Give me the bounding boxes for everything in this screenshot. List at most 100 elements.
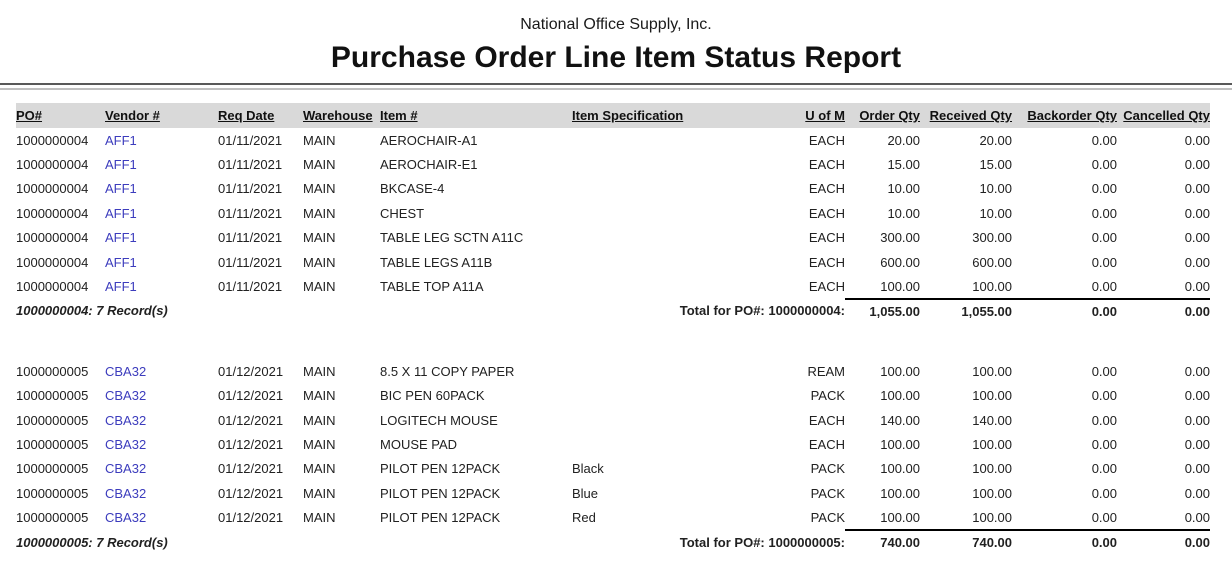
table-row: 1000000004 AFF1 01/11/2021 MAIN AEROCHAI… [16,152,1210,176]
item-spec-cell [572,201,774,225]
vendor-link[interactable]: CBA32 [105,412,147,428]
warehouse-cell: MAIN [303,230,336,246]
item-spec-cell [572,250,774,274]
uom-cell: PACK [810,461,845,477]
req-date-cell: 01/12/2021 [218,485,284,501]
uom-cell: EACH [808,412,845,428]
po-number-cell: 1000000005 [16,461,89,477]
table-row: 1000000005 CBA32 01/12/2021 MAIN PILOT P… [16,457,1210,481]
order-qty-cell: 15.00 [887,157,920,173]
po-number-cell: 1000000004 [16,279,89,295]
table-row: 1000000005 CBA32 01/12/2021 MAIN LOGITEC… [16,408,1210,432]
vendor-cell: AFF1 [105,201,218,225]
order-qty-cell: 20.00 [887,132,920,148]
item-number-cell: LOGITECH MOUSE [380,412,498,428]
col-header-backorder-qty: Backorder Qty [1027,108,1117,123]
warehouse-cell: MAIN [303,510,336,526]
total-backorder-qty: 0.00 [1012,528,1117,555]
table-row: 1000000004 AFF1 01/11/2021 MAIN BKCASE-4… [16,177,1210,201]
backorder-qty-cell: 0.00 [1091,254,1117,270]
backorder-qty-cell: 0.00 [1091,509,1117,525]
uom-cell: PACK [810,485,845,501]
uom-cell: PACK [810,388,845,404]
item-number-cell: BKCASE-4 [380,181,445,197]
po-number-cell: 1000000004 [16,181,89,197]
received-qty-cell: 600.00 [972,254,1012,270]
received-qty-cell: 100.00 [972,461,1012,477]
vendor-link[interactable]: AFF1 [105,157,137,173]
item-number-cell: PILOT PEN 12PACK [380,485,501,501]
vendor-link[interactable]: AFF1 [105,230,137,246]
vendor-link[interactable]: CBA32 [105,436,147,452]
vendor-link[interactable]: AFF1 [105,181,137,197]
item-spec-cell [572,408,774,432]
req-date-cell: 01/12/2021 [218,363,284,379]
order-qty-cell: 100.00 [880,278,920,294]
po-number-cell: 1000000005 [16,510,89,526]
req-date-cell: 01/12/2021 [218,412,284,428]
order-qty-cell: 100.00 [880,363,920,379]
col-header-vendor: Vendor # [105,108,160,123]
vendor-cell: AFF1 [105,226,218,250]
vendor-link[interactable]: AFF1 [105,279,137,295]
order-qty-cell: 100.00 [880,388,920,404]
title-divider [0,83,1232,90]
total-received-qty: 740.00 [920,528,1012,555]
item-number-cell: AEROCHAIR-E1 [380,157,478,173]
item-spec-cell: Red [572,510,596,526]
cancelled-qty-cell: 0.00 [1184,230,1210,246]
received-qty-cell: 10.00 [979,181,1012,197]
item-spec-cell [572,359,774,383]
vendor-link[interactable]: CBA32 [105,510,147,526]
uom-cell: EACH [808,205,845,221]
vendor-link[interactable]: AFF1 [105,132,137,148]
cancelled-qty-cell: 0.00 [1184,412,1210,428]
backorder-qty-cell: 0.00 [1091,181,1117,197]
received-qty-cell: 100.00 [972,278,1012,294]
backorder-qty-cell: 0.00 [1091,436,1117,452]
warehouse-cell: MAIN [303,279,336,295]
vendor-link[interactable]: AFF1 [105,254,137,270]
vendor-cell: CBA32 [105,359,218,383]
cancelled-qty-cell: 0.00 [1184,157,1210,173]
po-number-cell: 1000000004 [16,205,89,221]
req-date-cell: 01/12/2021 [218,510,284,526]
po-number-cell: 1000000005 [16,436,89,452]
backorder-qty-cell: 0.00 [1091,278,1117,294]
vendor-link[interactable]: CBA32 [105,485,147,501]
uom-cell: EACH [808,254,845,270]
col-header-warehouse: Warehouse [303,108,373,123]
warehouse-cell: MAIN [303,132,336,148]
received-qty-cell: 140.00 [972,412,1012,428]
uom-cell: EACH [808,230,845,246]
item-number-cell: TABLE LEG SCTN A11C [380,230,524,246]
group-total-label: Total for PO#: 1000000005: [679,534,845,550]
col-header-cancelled-qty: Cancelled Qty [1123,108,1210,123]
req-date-cell: 01/11/2021 [218,132,283,148]
total-cancelled-qty: 0.00 [1117,528,1210,555]
po-number-cell: 1000000005 [16,485,89,501]
vendor-link[interactable]: CBA32 [105,461,147,477]
item-spec-cell [572,384,774,408]
vendor-cell: CBA32 [105,432,218,456]
item-number-cell: MOUSE PAD [380,436,458,452]
warehouse-cell: MAIN [303,412,336,428]
vendor-link[interactable]: CBA32 [105,388,147,404]
total-cancelled-qty: 0.00 [1117,297,1210,324]
req-date-cell: 01/12/2021 [218,461,284,477]
item-spec-cell [572,152,774,176]
warehouse-cell: MAIN [303,461,336,477]
vendor-cell: AFF1 [105,250,218,274]
vendor-cell: CBA32 [105,457,218,481]
item-spec-cell: Blue [572,485,599,501]
warehouse-cell: MAIN [303,485,336,501]
item-number-cell: PILOT PEN 12PACK [380,510,501,526]
col-header-uom: U of M [805,108,845,123]
group-total-row: 1000000005: 7 Record(s) Total for PO#: 1… [16,528,1210,555]
vendor-link[interactable]: CBA32 [105,363,147,379]
total-backorder-qty: 0.00 [1012,297,1117,324]
cancelled-qty-cell: 0.00 [1184,205,1210,221]
vendor-link[interactable]: AFF1 [105,205,137,221]
req-date-cell: 01/12/2021 [218,388,284,404]
